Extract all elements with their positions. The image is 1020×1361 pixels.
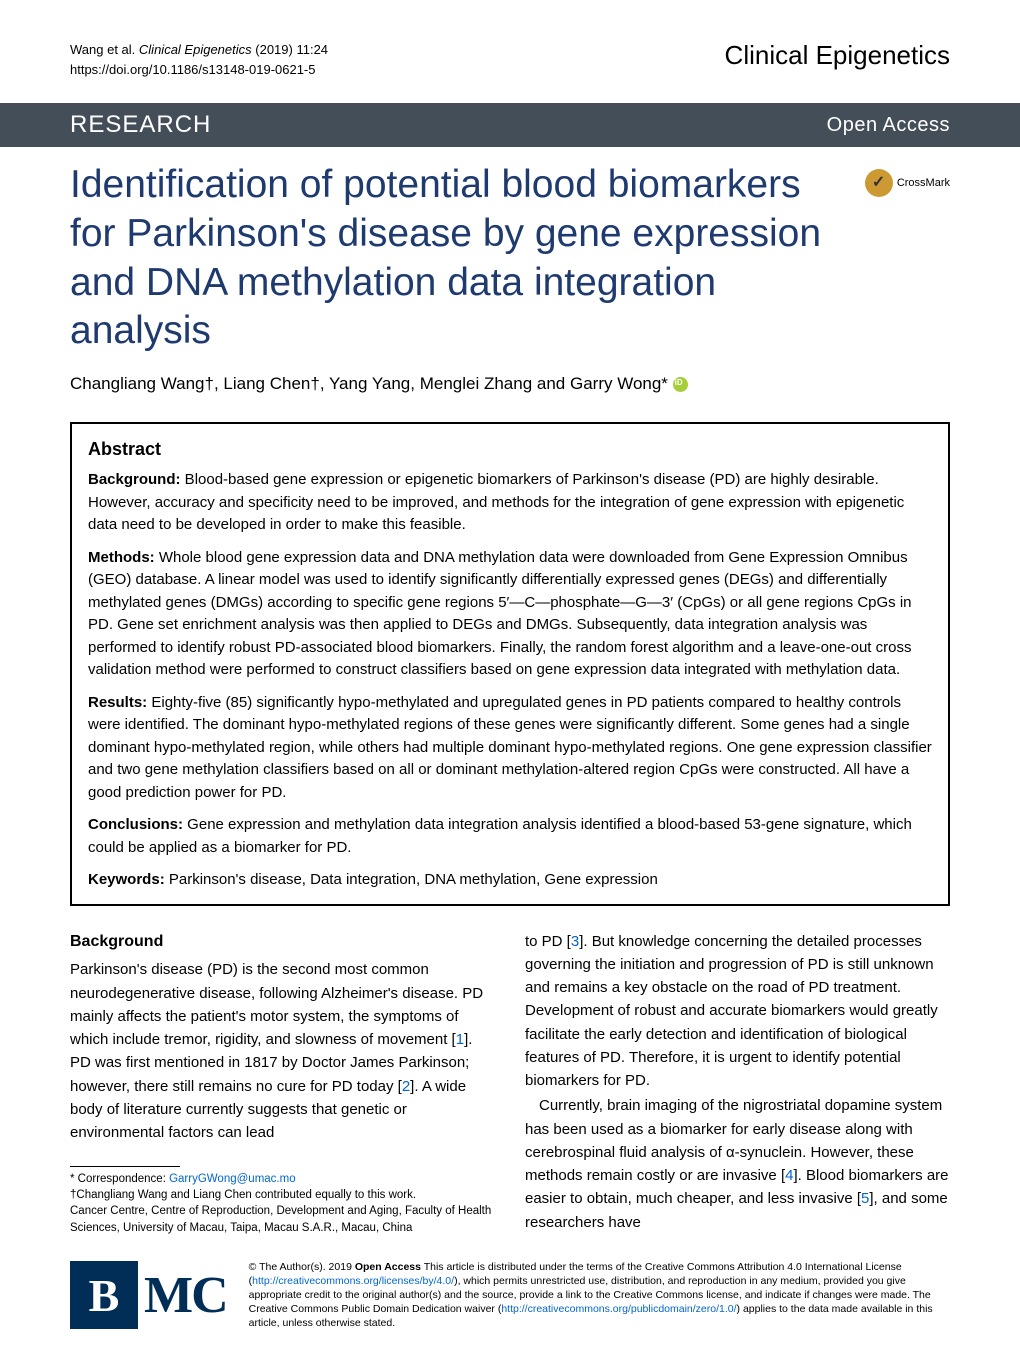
- keywords-label: Keywords:: [88, 871, 165, 888]
- background-para-3: Currently, brain imaging of the nigrostr…: [525, 1094, 950, 1234]
- page-footer: B MC © The Author(s). 2019 Open Access T…: [0, 1246, 1020, 1361]
- year-vol: (2019) 11:24: [255, 42, 328, 57]
- bmc-logo: B MC: [70, 1261, 227, 1329]
- keywords-text: Parkinson's disease, Data integration, D…: [165, 871, 658, 888]
- left-column: Background Parkinson's disease (PD) is t…: [70, 930, 495, 1236]
- methods-label: Methods:: [88, 549, 155, 566]
- bmc-icon: B: [70, 1261, 138, 1329]
- bg-p2a: to PD [: [525, 933, 571, 950]
- background-para-1: Parkinson's disease (PD) is the second m…: [70, 958, 495, 1144]
- correspondence-email[interactable]: GarryGWong@umac.mo: [169, 1173, 296, 1185]
- ref-2[interactable]: 2: [402, 1078, 410, 1095]
- license-link-1[interactable]: http://creativecommons.org/licenses/by/4…: [252, 1275, 454, 1287]
- title-row: Identification of potential blood biomar…: [0, 147, 1020, 356]
- abstract-conclusions: Conclusions: Gene expression and methyla…: [88, 814, 932, 859]
- results-label: Results:: [88, 694, 147, 711]
- ref-3[interactable]: 3: [571, 933, 579, 950]
- article-title: Identification of potential blood biomar…: [70, 161, 855, 356]
- citation-block: Wang et al. Clinical Epigenetics (2019) …: [70, 40, 328, 79]
- correspondence-block: * Correspondence: GarryGWong@umac.mo †Ch…: [70, 1171, 495, 1235]
- background-para-2: to PD [3]. But knowledge concerning the …: [525, 930, 950, 1093]
- page-header: Wang et al. Clinical Epigenetics (2019) …: [0, 0, 1020, 89]
- right-column: to PD [3]. But knowledge concerning the …: [525, 930, 950, 1236]
- methods-text: Whole blood gene expression data and DNA…: [88, 549, 912, 679]
- abstract-heading: Abstract: [88, 436, 932, 463]
- authors-text: Changliang Wang†, Liang Chen†, Yang Yang…: [70, 374, 668, 393]
- crossmark-badge[interactable]: CrossMark: [865, 169, 950, 197]
- results-text: Eighty-five (85) significantly hypo-meth…: [88, 694, 932, 801]
- open-access-label: Open Access: [827, 114, 950, 137]
- research-bar: RESEARCH Open Access: [0, 103, 1020, 147]
- background-heading: Background: [70, 930, 495, 955]
- ref-1[interactable]: 1: [456, 1031, 464, 1048]
- background-text: Blood-based gene expression or epigeneti…: [88, 471, 904, 533]
- affiliation: Cancer Centre, Centre of Reproduction, D…: [70, 1205, 491, 1233]
- license-text: © The Author(s). 2019 Open Access This a…: [249, 1260, 950, 1331]
- bg-p1a: Parkinson's disease (PD) is the second m…: [70, 961, 483, 1048]
- license-link-2[interactable]: http://creativecommons.org/publicdomain/…: [501, 1303, 736, 1315]
- journal-citation: Clinical Epigenetics: [139, 42, 252, 57]
- crossmark-icon: [865, 169, 893, 197]
- conclusions-label: Conclusions:: [88, 816, 183, 833]
- conclusions-text: Gene expression and methylation data int…: [88, 816, 912, 856]
- journal-brand: Clinical Epigenetics: [725, 40, 950, 71]
- abstract-background: Background: Blood-based gene expression …: [88, 469, 932, 537]
- bg-p2b: ]. But knowledge concerning the detailed…: [525, 933, 938, 1090]
- abstract-methods: Methods: Whole blood gene expression dat…: [88, 547, 932, 682]
- license-bold: Open Access: [355, 1261, 421, 1273]
- background-label: Background:: [88, 471, 181, 488]
- research-label: RESEARCH: [70, 111, 211, 139]
- orcid-icon[interactable]: [673, 377, 688, 392]
- abstract-results: Results: Eighty-five (85) significantly …: [88, 692, 932, 805]
- bmc-text: MC: [144, 1266, 227, 1325]
- correspondence-label: * Correspondence:: [70, 1173, 169, 1185]
- doi: https://doi.org/10.1186/s13148-019-0621-…: [70, 62, 316, 77]
- license-a: © The Author(s). 2019: [249, 1261, 355, 1273]
- authors-line: Changliang Wang†, Liang Chen†, Yang Yang…: [0, 356, 1020, 394]
- abstract-keywords: Keywords: Parkinson's disease, Data inte…: [88, 869, 932, 892]
- contribution-note: †Changliang Wang and Liang Chen contribu…: [70, 1189, 416, 1201]
- correspondence-rule: [70, 1166, 180, 1167]
- abstract-box: Abstract Background: Blood-based gene ex…: [70, 422, 950, 906]
- authors-short: Wang et al.: [70, 42, 135, 57]
- crossmark-text: CrossMark: [897, 177, 950, 189]
- body-columns: Background Parkinson's disease (PD) is t…: [0, 906, 1020, 1236]
